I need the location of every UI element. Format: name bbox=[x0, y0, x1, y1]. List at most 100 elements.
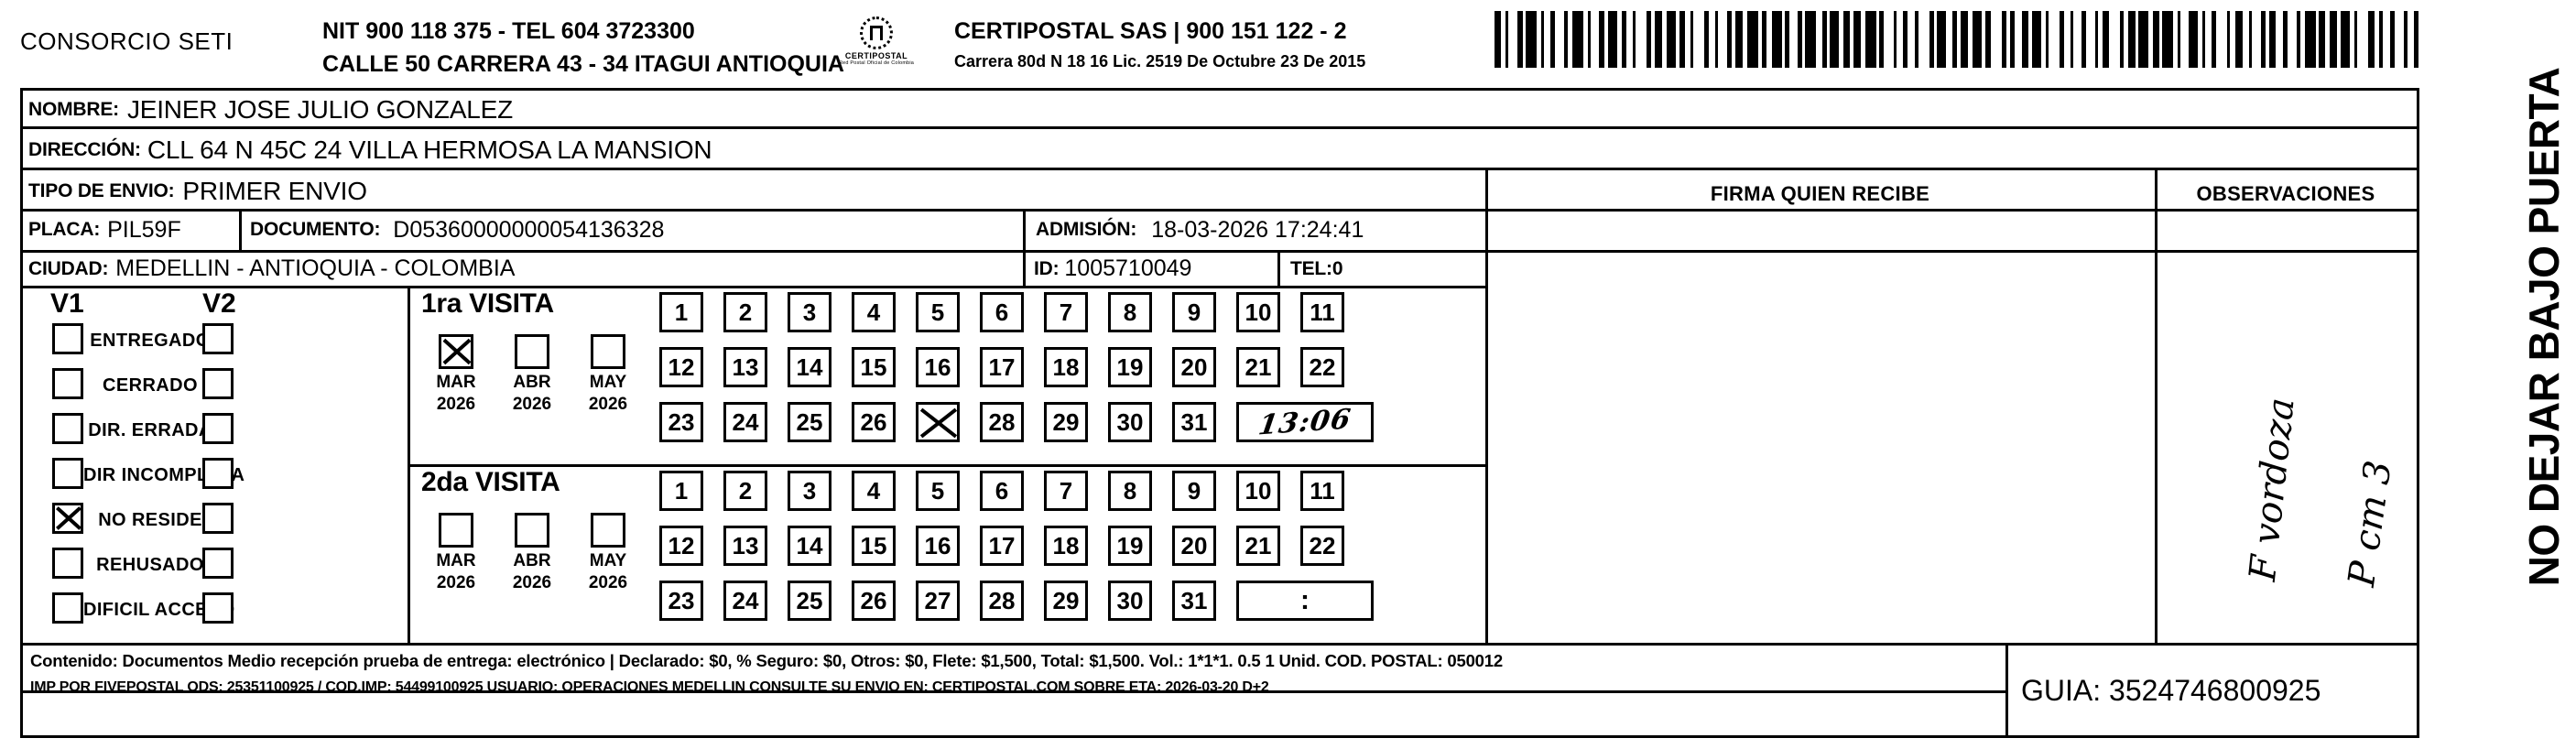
status-checkbox-v2-rehusado[interactable] bbox=[202, 548, 234, 579]
day-box-24[interactable]: 24 bbox=[723, 402, 767, 442]
day-box-17[interactable]: 17 bbox=[980, 347, 1024, 387]
day-box-13[interactable]: 13 bbox=[723, 526, 767, 566]
firma-signature-area[interactable] bbox=[1488, 212, 2152, 641]
day-box-12[interactable]: 12 bbox=[659, 347, 703, 387]
day-box-19[interactable]: 19 bbox=[1108, 526, 1152, 566]
month-checkbox-mar[interactable] bbox=[439, 513, 473, 548]
day-box-19[interactable]: 19 bbox=[1108, 347, 1152, 387]
day-box-15[interactable]: 15 bbox=[852, 526, 896, 566]
barcode-bar bbox=[2120, 11, 2124, 68]
day-box-1[interactable]: 1 bbox=[659, 292, 703, 332]
visit-time-box[interactable]: 13:06 bbox=[1236, 402, 1374, 442]
day-box-13[interactable]: 13 bbox=[723, 347, 767, 387]
barcode-bar bbox=[2045, 11, 2049, 68]
day-box-27[interactable]: 27 bbox=[916, 581, 960, 621]
status-checkbox-v1-dificil-acceso[interactable] bbox=[52, 592, 83, 624]
day-box-17[interactable]: 17 bbox=[980, 526, 1024, 566]
day-box-28[interactable]: 28 bbox=[980, 402, 1024, 442]
barcode-bar bbox=[1960, 11, 1968, 68]
month-label: MAR bbox=[436, 551, 476, 570]
day-box-30[interactable]: 30 bbox=[1108, 581, 1152, 621]
day-box-6[interactable]: 6 bbox=[980, 471, 1024, 511]
day-box-27[interactable]: 27 bbox=[916, 402, 960, 442]
day-box-9[interactable]: 9 bbox=[1172, 292, 1216, 332]
divider-visits-right bbox=[1485, 286, 1488, 643]
visit-time-box[interactable]: : bbox=[1236, 581, 1374, 621]
day-box-22[interactable]: 22 bbox=[1300, 526, 1344, 566]
day-box-28[interactable]: 28 bbox=[980, 581, 1024, 621]
divider-ciudad-id bbox=[1023, 250, 1026, 286]
day-box-20[interactable]: 20 bbox=[1172, 347, 1216, 387]
day-box-6[interactable]: 6 bbox=[980, 292, 1024, 332]
status-checkbox-v2-entregado[interactable] bbox=[202, 323, 234, 354]
day-box-3[interactable]: 3 bbox=[788, 471, 831, 511]
day-box-8[interactable]: 8 bbox=[1108, 471, 1152, 511]
day-box-24[interactable]: 24 bbox=[723, 581, 767, 621]
day-box-31[interactable]: 31 bbox=[1172, 581, 1216, 621]
certipostal-address-lic: Carrera 80d N 18 16 Lic. 2519 De Octubre… bbox=[954, 51, 1366, 71]
day-box-2[interactable]: 2 bbox=[723, 292, 767, 332]
day-box-31[interactable]: 31 bbox=[1172, 402, 1216, 442]
status-checkbox-v1-entregado[interactable] bbox=[52, 323, 83, 354]
day-box-12[interactable]: 12 bbox=[659, 526, 703, 566]
day-box-30[interactable]: 30 bbox=[1108, 402, 1152, 442]
day-box-20[interactable]: 20 bbox=[1172, 526, 1216, 566]
month-checkbox-abr[interactable] bbox=[515, 513, 549, 548]
status-checkbox-v1-cerrado[interactable] bbox=[52, 368, 83, 399]
status-checkbox-v1-no-reside[interactable] bbox=[52, 503, 83, 534]
day-box-8[interactable]: 8 bbox=[1108, 292, 1152, 332]
day-box-5[interactable]: 5 bbox=[916, 471, 960, 511]
day-box-3[interactable]: 3 bbox=[788, 292, 831, 332]
day-number: 3 bbox=[802, 298, 817, 326]
day-box-16[interactable]: 16 bbox=[916, 526, 960, 566]
day-box-25[interactable]: 25 bbox=[788, 581, 831, 621]
day-box-26[interactable]: 26 bbox=[852, 581, 896, 621]
day-box-14[interactable]: 14 bbox=[788, 526, 831, 566]
day-box-7[interactable]: 7 bbox=[1044, 471, 1088, 511]
status-checkbox-v2-dir-errada[interactable] bbox=[202, 413, 234, 444]
visit-month-mar: MAR 2026 bbox=[423, 513, 489, 594]
day-box-4[interactable]: 4 bbox=[852, 292, 896, 332]
day-box-21[interactable]: 21 bbox=[1236, 347, 1280, 387]
day-box-25[interactable]: 25 bbox=[788, 402, 831, 442]
day-box-23[interactable]: 23 bbox=[659, 402, 703, 442]
day-box-1[interactable]: 1 bbox=[659, 471, 703, 511]
day-box-21[interactable]: 21 bbox=[1236, 526, 1280, 566]
day-box-29[interactable]: 29 bbox=[1044, 402, 1088, 442]
day-box-18[interactable]: 18 bbox=[1044, 347, 1088, 387]
status-checkbox-v2-dir-incompleta[interactable] bbox=[202, 458, 234, 489]
status-checkbox-v1-rehusado[interactable] bbox=[52, 548, 83, 579]
status-checkbox-v1-dir-incompleta[interactable] bbox=[52, 458, 83, 489]
day-number: 25 bbox=[796, 586, 823, 614]
day-box-22[interactable]: 22 bbox=[1300, 347, 1344, 387]
day-box-18[interactable]: 18 bbox=[1044, 526, 1088, 566]
day-box-5[interactable]: 5 bbox=[916, 292, 960, 332]
status-checkbox-v1-dir-errada[interactable] bbox=[52, 413, 83, 444]
day-box-29[interactable]: 29 bbox=[1044, 581, 1088, 621]
day-box-16[interactable]: 16 bbox=[916, 347, 960, 387]
barcode-bar bbox=[2161, 11, 2173, 68]
day-box-4[interactable]: 4 bbox=[852, 471, 896, 511]
day-box-10[interactable]: 10 bbox=[1236, 471, 1280, 511]
day-box-14[interactable]: 14 bbox=[788, 347, 831, 387]
status-checkbox-v2-cerrado[interactable] bbox=[202, 368, 234, 399]
month-checkbox-mar[interactable] bbox=[439, 334, 473, 369]
month-checkbox-abr[interactable] bbox=[515, 334, 549, 369]
day-box-7[interactable]: 7 bbox=[1044, 292, 1088, 332]
day-number: 30 bbox=[1116, 586, 1144, 614]
day-box-9[interactable]: 9 bbox=[1172, 471, 1216, 511]
month-checkbox-may[interactable] bbox=[591, 334, 625, 369]
observaciones-area[interactable]: F vordoza P cm 3 bbox=[2158, 212, 2417, 641]
status-checkbox-v2-no-reside[interactable] bbox=[202, 503, 234, 534]
day-box-10[interactable]: 10 bbox=[1236, 292, 1280, 332]
day-box-23[interactable]: 23 bbox=[659, 581, 703, 621]
month-checkbox-may[interactable] bbox=[591, 513, 625, 548]
barcode-bar bbox=[1654, 11, 1663, 68]
day-box-15[interactable]: 15 bbox=[852, 347, 896, 387]
nombre-value: JEINER JOSE JULIO GONZALEZ bbox=[126, 95, 514, 124]
day-box-26[interactable]: 26 bbox=[852, 402, 896, 442]
day-box-11[interactable]: 11 bbox=[1300, 292, 1344, 332]
status-checkbox-v2-dificil-acceso[interactable] bbox=[202, 592, 234, 624]
day-box-2[interactable]: 2 bbox=[723, 471, 767, 511]
day-box-11[interactable]: 11 bbox=[1300, 471, 1344, 511]
